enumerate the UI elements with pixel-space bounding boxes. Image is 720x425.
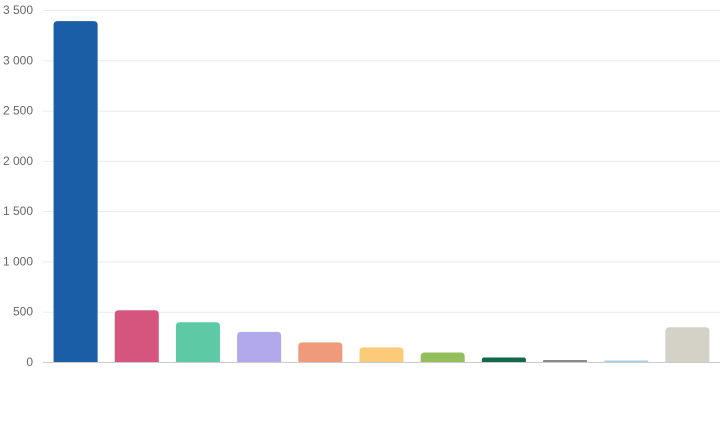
y-tick-label: 1 500 bbox=[3, 204, 33, 218]
bar[interactable] bbox=[359, 347, 404, 362]
y-tick-label: 500 bbox=[13, 305, 33, 319]
bar[interactable] bbox=[237, 331, 282, 362]
grid-lines bbox=[43, 10, 720, 313]
bar[interactable] bbox=[175, 322, 220, 362]
bars bbox=[53, 21, 710, 363]
y-tick-label: 3 500 bbox=[3, 3, 33, 17]
y-tick-label: 3 000 bbox=[3, 53, 33, 67]
bar[interactable] bbox=[604, 360, 649, 363]
y-tick-label: 0 bbox=[26, 355, 33, 369]
bar[interactable] bbox=[114, 310, 159, 362]
bar[interactable] bbox=[543, 359, 588, 362]
bar[interactable] bbox=[420, 352, 465, 362]
y-tick-label: 2 500 bbox=[3, 104, 33, 118]
y-axis-tick-labels: 0 500 1 000 1 500 2 000 2 500 3 000 3 500 bbox=[3, 3, 33, 369]
y-tick-label: 2 000 bbox=[3, 154, 33, 168]
y-tick-label: 1 000 bbox=[3, 254, 33, 268]
bar[interactable] bbox=[665, 327, 710, 362]
bar[interactable] bbox=[53, 21, 98, 362]
bar[interactable] bbox=[298, 342, 343, 362]
bar[interactable] bbox=[481, 357, 526, 362]
